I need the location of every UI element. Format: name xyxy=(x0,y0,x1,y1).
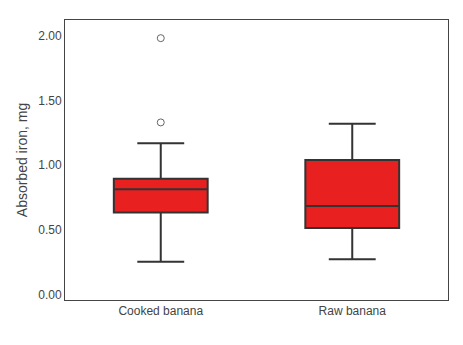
svg-text:2.00: 2.00 xyxy=(38,29,62,43)
svg-text:1.00: 1.00 xyxy=(38,158,62,172)
svg-text:0.50: 0.50 xyxy=(38,223,62,237)
svg-text:Raw banana: Raw banana xyxy=(319,304,387,318)
svg-text:1.50: 1.50 xyxy=(38,94,62,108)
svg-text:Cooked banana: Cooked banana xyxy=(118,304,203,318)
svg-text:Absorbed iron, mg: Absorbed iron, mg xyxy=(14,103,30,217)
svg-text:0.00: 0.00 xyxy=(38,288,62,302)
